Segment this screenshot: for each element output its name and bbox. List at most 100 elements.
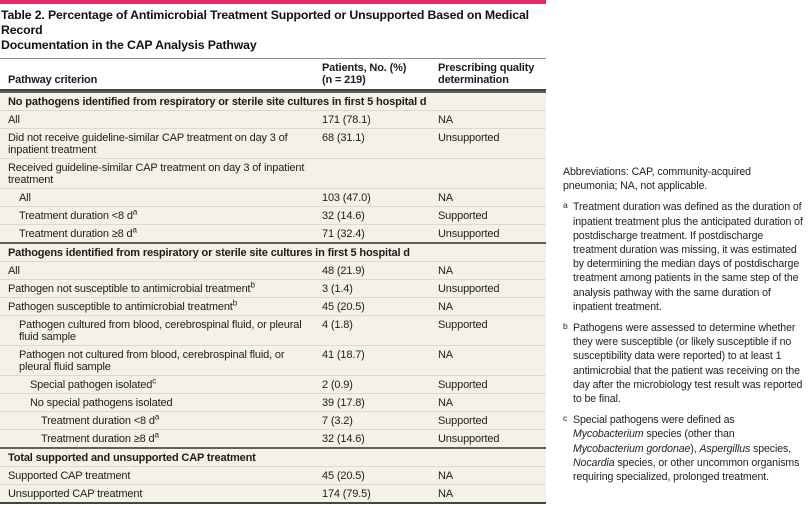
criterion-label: All [8, 265, 20, 277]
criterion-label: Treatment duration <8 d [41, 415, 155, 427]
patients-cell: 68 (31.1) [322, 132, 365, 144]
footnote-text-segment: Special pathogens were defined as [573, 414, 735, 427]
table-row: All 48 (21.9) NA [0, 261, 546, 279]
footnote-list: a Treatment duration was defined as the d… [563, 200, 806, 484]
quality-cell: NA [438, 192, 453, 204]
quality-cell: NA [438, 114, 453, 126]
table-row: Pathogen cultured from blood, cerebrospi… [0, 315, 546, 345]
footnote-marker-ref: a [154, 412, 160, 422]
quality-cell: NA [438, 397, 453, 409]
section-header-row: Total supported and unsupported CAP trea… [0, 447, 546, 466]
column-header-quality: Prescribing quality determination [438, 62, 546, 86]
title-rule [0, 58, 546, 59]
criterion-label: Supported CAP treatment [8, 470, 131, 482]
table-row: No special pathogens isolated 39 (17.8) NA [0, 393, 546, 411]
criterion-cell: Treatment duration ≥8 da [8, 431, 322, 445]
column-header-row: Pathway criterion Patients, No. (%) (n =… [0, 59, 546, 91]
section-label: Total supported and unsupported CAP trea… [8, 452, 256, 464]
footnote-text-segment: species (other than [643, 428, 735, 441]
table-row: Treatment duration <8 da 32 (14.6) Support… [0, 206, 546, 224]
footnote-a: a Treatment duration was defined as the d… [563, 200, 806, 314]
criterion-cell: Pathogen not cultured from blood, cerebr… [8, 349, 322, 373]
abbreviations-note: Abbreviations: CAP, community-acquired p… [563, 166, 751, 193]
organism-name: Nocardia [573, 456, 615, 469]
footnote-text-segment: ), [690, 442, 700, 455]
table-row: Received guideline-similar CAP treatment… [0, 158, 546, 188]
table-row: Did not receive guideline-similar CAP tr… [0, 128, 546, 158]
criterion-cell: Treatment duration <8 da [8, 207, 322, 222]
criterion-label: All [8, 114, 20, 126]
column-header-pathway-criterion: Pathway criterion [8, 74, 98, 86]
footnote-b: b Pathogens were assessed to determine wh… [563, 321, 806, 406]
footnote-marker: c [563, 413, 568, 424]
table-title-line2: Documentation in the CAP Analysis Pathwa… [1, 38, 257, 52]
footnote-marker-ref: b [250, 280, 255, 290]
criterion-cell: Received guideline-similar CAP treatment… [8, 162, 322, 186]
quality-cell: Unsupported [438, 283, 500, 295]
patients-cell: 32 (14.6) [322, 210, 365, 222]
table-row: Special pathogen isolatedc 2 (0.9) Support… [0, 375, 546, 393]
criterion-cell: Supported CAP treatment [8, 470, 322, 482]
footnote-text: Special pathogens were defined as Mycoba… [573, 414, 799, 483]
criterion-cell: All [8, 114, 322, 126]
quality-cell: NA [438, 470, 453, 482]
table-body: No pathogens identified from respiratory… [0, 91, 546, 504]
patients-cell: 45 (20.5) [322, 301, 365, 313]
table-row: Unsupported CAP treatment 174 (79.5) NA [0, 484, 546, 502]
section-label: No pathogens identified from respiratory… [8, 96, 427, 108]
quality-cell: NA [438, 349, 453, 361]
criterion-label: Treatment duration <8 d [19, 210, 133, 222]
organism-name: Mycobacterium [573, 428, 644, 441]
table-row: Treatment duration <8 da 7 (3.2) Supported [0, 411, 546, 429]
quality-cell [438, 162, 546, 186]
patients-cell: 48 (21.9) [322, 265, 365, 277]
column-header-quality-line1: Prescribing quality [438, 62, 535, 74]
section-label: Pathogens identified from respiratory or… [8, 247, 410, 259]
footnote-text: Pathogens were assessed to determine whe… [573, 322, 803, 406]
quality-cell: NA [438, 301, 453, 313]
criterion-label: Pathogen cultured from blood, cerebrospi… [19, 319, 302, 343]
patients-cell: 41 (18.7) [322, 349, 365, 361]
footnote-marker-ref: a [132, 207, 138, 217]
footnote-text: Treatment duration was defined as the du… [573, 201, 803, 313]
quality-cell: NA [438, 488, 453, 500]
section-header-row: Pathogens identified from respiratory or… [0, 242, 546, 261]
criterion-cell: Treatment duration <8 da [8, 412, 322, 427]
patients-cell: 174 (79.5) [322, 488, 371, 500]
column-header-patients: Patients, No. (%) (n = 219) [322, 62, 438, 86]
table-row: Pathogen not cultured from blood, cerebr… [0, 345, 546, 375]
footnote-marker: b [563, 321, 568, 332]
table-title-line1: Table 2. Percentage of Antimicrobial Tre… [1, 8, 529, 37]
footnote-marker-ref: a [132, 225, 137, 235]
patients-cell: 2 (0.9) [322, 379, 353, 391]
criterion-label: Received guideline-similar CAP treatment… [8, 162, 305, 186]
column-header-patients-line1: Patients, No. (%) [322, 62, 407, 74]
column-header-patients-line2: (n = 219) [322, 74, 366, 86]
quality-cell: Supported [438, 210, 488, 222]
criterion-cell: All [8, 192, 322, 204]
criterion-label: Special pathogen isolated [30, 379, 153, 391]
patients-cell: 7 (3.2) [322, 415, 353, 427]
criterion-cell: Pathogen susceptible to antimicrobial tr… [8, 298, 322, 313]
column-header-quality-line2: determination [438, 74, 509, 86]
patients-cell [322, 162, 438, 186]
footnote-marker: a [563, 200, 568, 211]
footnote-text-segment: species, [750, 442, 792, 455]
patients-cell: 32 (14.6) [322, 433, 365, 445]
patients-cell: 3 (1.4) [322, 283, 353, 295]
criterion-label: Pathogen susceptible to antimicrobial tr… [8, 301, 233, 313]
footnote-text-segment: species, or other uncommon organisms req… [573, 456, 800, 484]
criterion-cell: Pathogen cultured from blood, cerebrospi… [8, 319, 322, 343]
table-row: All 171 (78.1) NA [0, 110, 546, 128]
organism-name: Mycobacterium gordonae [573, 442, 691, 455]
criterion-cell: All [8, 265, 322, 277]
quality-cell: Unsupported [438, 132, 500, 144]
footnote-marker-ref: b [232, 298, 238, 308]
table-row: Treatment duration ≥8 da 32 (14.6) Unsuppo… [0, 429, 546, 447]
quality-cell: Supported [438, 379, 488, 391]
criterion-cell: Special pathogen isolatedc [8, 377, 322, 391]
patients-cell: 71 (32.4) [322, 228, 365, 240]
table2-panel: Table 2. Percentage of Antimicrobial Tre… [0, 0, 546, 504]
quality-cell: Unsupported [438, 433, 500, 445]
